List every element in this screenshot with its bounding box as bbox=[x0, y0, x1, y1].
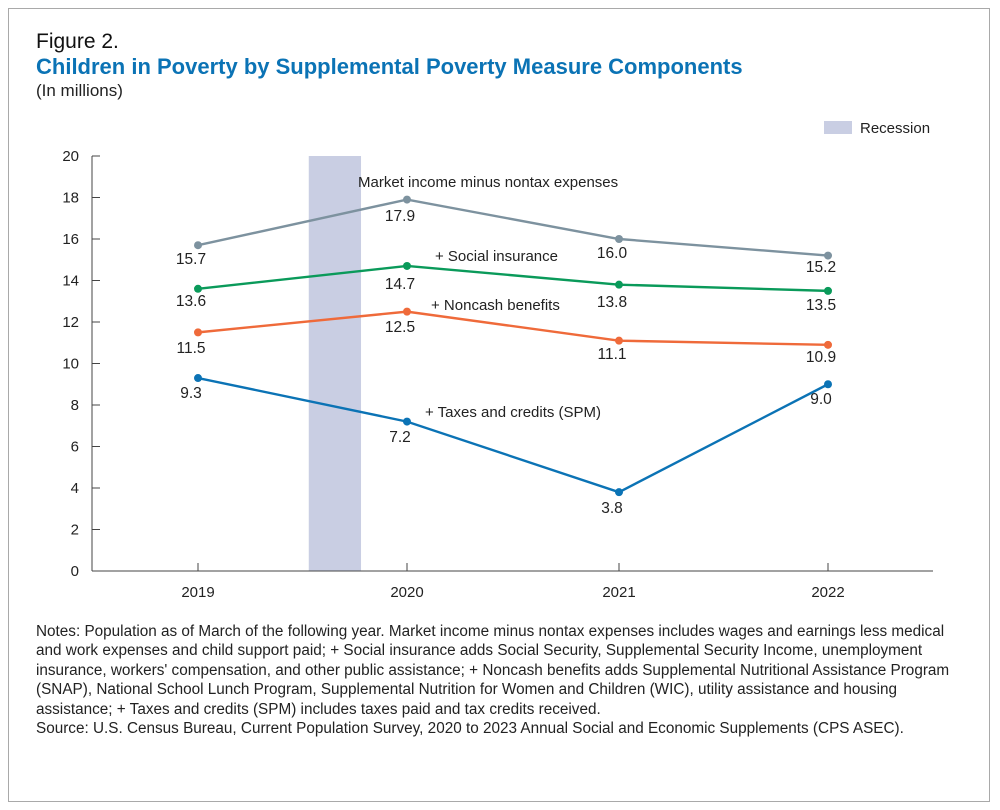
notes-block: Notes: Population as of March of the fol… bbox=[36, 622, 966, 738]
y-tick-label: 20 bbox=[62, 148, 79, 165]
data-point bbox=[403, 195, 411, 204]
chart-title: Children in Poverty by Supplemental Pove… bbox=[36, 54, 743, 79]
data-point bbox=[615, 336, 623, 345]
data-label: 13.6 bbox=[176, 293, 206, 310]
series-name-label: + Social insurance bbox=[435, 248, 558, 265]
data-label: 17.9 bbox=[385, 208, 415, 225]
data-label: 13.5 bbox=[806, 297, 836, 314]
y-tick-label: 8 bbox=[71, 397, 79, 414]
data-point bbox=[824, 251, 832, 260]
data-label: 10.9 bbox=[806, 349, 836, 366]
data-label: 15.7 bbox=[176, 251, 206, 268]
data-point bbox=[403, 417, 411, 426]
data-label: 11.5 bbox=[176, 340, 205, 357]
data-label: 14.7 bbox=[385, 276, 415, 293]
data-label: 9.0 bbox=[810, 391, 832, 408]
data-point bbox=[615, 235, 623, 243]
x-tick-label: 2022 bbox=[811, 584, 844, 601]
source-text: Source: U.S. Census Bureau, Current Popu… bbox=[36, 720, 904, 738]
data-point bbox=[194, 284, 202, 293]
notes-text: Notes: Population as of March of the fol… bbox=[36, 623, 945, 679]
data-point bbox=[194, 241, 202, 250]
data-point bbox=[194, 374, 202, 383]
legend-swatch-recession bbox=[824, 121, 852, 134]
chart-subtitle: (In millions) bbox=[36, 81, 123, 100]
series-line bbox=[197, 310, 829, 347]
data-label: 13.8 bbox=[597, 294, 627, 311]
series-name-label: + Noncash benefits bbox=[431, 297, 560, 314]
data-label: 3.8 bbox=[601, 500, 623, 517]
y-tick-label: 2 bbox=[71, 522, 79, 539]
data-label: 9.3 bbox=[180, 385, 202, 402]
line-chart: 0 2 4 6 8 10 12 14 16 18 20 2019 2020 2021 2022 15.7 17… bbox=[62, 120, 933, 601]
series-line bbox=[197, 264, 829, 293]
notes-paragraph: Notes: Population as of March of the fol… bbox=[36, 622, 966, 719]
series-line bbox=[197, 198, 829, 257]
data-point bbox=[615, 280, 623, 289]
series-name-label: Market income minus nontax expenses bbox=[358, 174, 618, 191]
legend: Recession bbox=[824, 120, 930, 137]
x-tick-label: 2019 bbox=[181, 584, 214, 601]
y-tick-label: 0 bbox=[71, 563, 79, 580]
notes-text-continued: + Noncash benefits adds Supplemental Nut… bbox=[36, 661, 950, 718]
data-label: 15.2 bbox=[806, 259, 836, 276]
data-label: 11.1 bbox=[597, 346, 626, 363]
legend-label-recession: Recession bbox=[860, 120, 930, 137]
series-name-label: + Taxes and credits (SPM) bbox=[425, 404, 601, 421]
y-tick-label: 10 bbox=[62, 356, 79, 373]
data-point bbox=[403, 261, 411, 270]
data-point bbox=[194, 328, 202, 337]
data-point bbox=[824, 286, 832, 295]
data-label: 12.5 bbox=[385, 319, 415, 336]
y-tick-label: 16 bbox=[62, 231, 79, 248]
y-tick-label: 18 bbox=[62, 190, 79, 207]
x-tick-label: 2020 bbox=[390, 584, 423, 601]
y-tick-label: 12 bbox=[62, 314, 79, 331]
figure-label: Figure 2. bbox=[36, 30, 119, 53]
y-tick-label: 14 bbox=[62, 273, 79, 290]
x-tick-label: 2021 bbox=[602, 584, 635, 601]
data-point bbox=[824, 340, 832, 349]
figure-frame bbox=[8, 8, 990, 802]
series-line bbox=[197, 376, 829, 494]
data-label: 7.2 bbox=[389, 429, 411, 446]
data-label: 16.0 bbox=[597, 245, 628, 262]
data-point bbox=[403, 307, 411, 316]
y-tick-label: 6 bbox=[71, 439, 79, 456]
recession-band bbox=[308, 156, 362, 571]
data-point bbox=[615, 488, 623, 497]
y-tick-label: 4 bbox=[71, 480, 79, 497]
data-point bbox=[824, 380, 832, 389]
